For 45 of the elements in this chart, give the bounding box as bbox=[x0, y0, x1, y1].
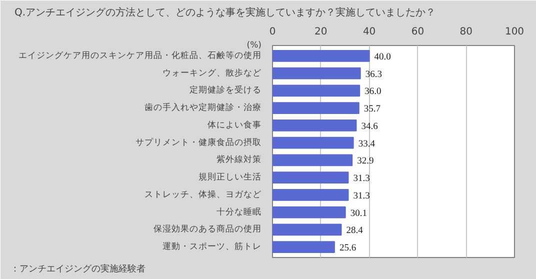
data-label: 36.3 bbox=[365, 70, 382, 80]
bar bbox=[272, 154, 353, 166]
data-label: 35.7 bbox=[364, 104, 381, 115]
y-tick-label: 運動・スポーツ、筋トレ bbox=[162, 241, 262, 252]
bar bbox=[272, 189, 349, 201]
data-label: 25.6 bbox=[339, 244, 356, 254]
bar bbox=[272, 136, 354, 149]
data-label: 28.4 bbox=[346, 226, 364, 236]
y-tick-label: ウォーキング、散歩など bbox=[162, 67, 262, 78]
data-label: 31.3 bbox=[353, 174, 370, 184]
data-label: 36.0 bbox=[364, 87, 382, 98]
x-tick-label: 60 bbox=[411, 26, 424, 38]
x-tick-label: 0 bbox=[269, 26, 276, 38]
bar bbox=[272, 84, 360, 97]
data-label: 34.6 bbox=[361, 122, 378, 132]
y-tick-label: 紫外線対策 bbox=[216, 154, 262, 166]
y-tick-label: 保湿効果のある商品の使用 bbox=[154, 224, 262, 235]
bar bbox=[272, 67, 361, 80]
bar bbox=[272, 241, 335, 253]
y-tick-label: 十分な睡眠 bbox=[216, 206, 262, 218]
data-label: 33.4 bbox=[358, 139, 376, 150]
y-tick-label: エイジングケア用のスキンケア用品・化粧品、石鹸等の使用 bbox=[18, 50, 262, 61]
bar bbox=[272, 224, 342, 236]
chart-title: Q.アンチエイジングの方法として、どのような事を実施していますか？実施していましたか？ bbox=[14, 6, 436, 18]
y-tick-label: サプリメント・健康食品の摂取 bbox=[136, 136, 262, 148]
x-tick-label: 100 bbox=[504, 26, 524, 38]
x-tick-label: 40 bbox=[362, 26, 376, 38]
x-tick-label: 20 bbox=[314, 26, 328, 38]
y-tick-label: 定期健診を受ける bbox=[190, 84, 262, 96]
y-tick-label: 規則正しい生活 bbox=[198, 172, 262, 183]
data-label: 40.0 bbox=[374, 52, 392, 62]
y-tick-label: 体によい食事 bbox=[208, 119, 262, 130]
bar bbox=[272, 206, 346, 218]
text: ：アンチエイジングの実施経験者 bbox=[10, 264, 146, 274]
bar bbox=[272, 120, 357, 132]
data-label: 31.3 bbox=[353, 191, 370, 202]
bar bbox=[272, 102, 360, 114]
y-tick-label: ストレッチ、体操、ヨガなど bbox=[144, 188, 262, 200]
x-tick-label: 80 bbox=[460, 26, 472, 38]
x-axis-title: (%) bbox=[246, 40, 262, 50]
data-label: 30.1 bbox=[350, 208, 368, 219]
bar bbox=[272, 50, 370, 62]
bar bbox=[272, 172, 349, 184]
y-tick-label: 歯の手入れや定期健診・治療 bbox=[144, 102, 262, 114]
data-label: 32.9 bbox=[357, 156, 374, 167]
